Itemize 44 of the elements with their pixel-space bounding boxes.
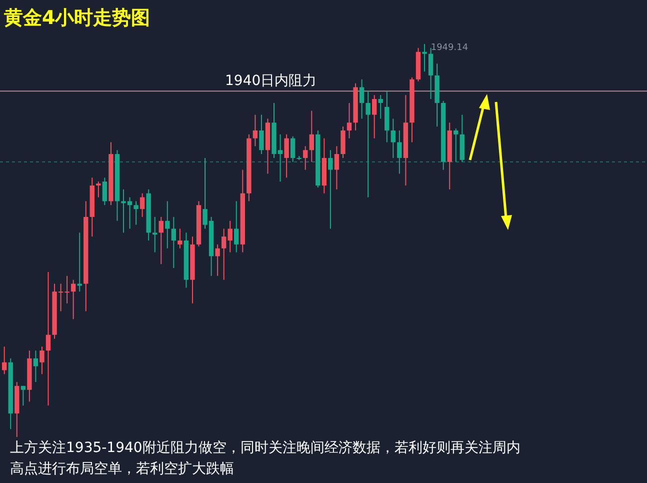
- chart-title: 黄金4小时走势图: [3, 7, 150, 29]
- candlestick: [252, 114, 258, 147]
- candlestick: [96, 181, 101, 198]
- candlestick: [20, 385, 26, 406]
- candlestick: [234, 200, 239, 253]
- candlestick: [215, 244, 220, 276]
- ref-line-label: 1940日内阻力: [225, 73, 317, 90]
- candlestick: [284, 134, 289, 178]
- candlestick: [171, 216, 176, 269]
- candlestick: [228, 220, 232, 253]
- candlestick: [46, 271, 51, 406]
- annotation: 1949.14: [430, 43, 468, 53]
- candlestick: [290, 136, 296, 162]
- candlestick: [140, 192, 145, 218]
- candlestick: [390, 118, 396, 158]
- candlestick: [372, 94, 377, 139]
- candlestick: [328, 150, 333, 230]
- candlestick: [158, 216, 164, 265]
- candlestick: [378, 94, 383, 120]
- candlestick: [152, 216, 158, 253]
- candlestick: [340, 126, 346, 158]
- candlestick: [259, 114, 264, 155]
- candlestick: [384, 90, 390, 143]
- candlestick: [334, 146, 340, 190]
- candlestick: [40, 346, 44, 375]
- candlestick: [102, 177, 108, 206]
- candlestick: [454, 128, 458, 162]
- candlestick: [366, 90, 370, 198]
- candlestick: [178, 228, 182, 249]
- candlestick: [359, 78, 364, 120]
- candlestick: [77, 232, 82, 292]
- candlestick: [422, 44, 427, 72]
- candlestick: [397, 130, 402, 174]
- candlestick: [33, 350, 38, 382]
- candlestick: [134, 200, 138, 226]
- candlestick: [428, 47, 434, 100]
- candlestick: [309, 110, 314, 162]
- text: 上方关注1935-1940附近阻力做空，同时关注晚间经济数据，若利好则再关注周内高点进行布局空单，若利空扩大跌幅: [10, 440, 520, 477]
- candlestick: [165, 200, 170, 249]
- candlestick: [221, 228, 226, 280]
- candlestick: [346, 102, 352, 139]
- candlestick: [2, 346, 7, 375]
- candlestick: [70, 279, 76, 320]
- candlestick: [303, 146, 308, 170]
